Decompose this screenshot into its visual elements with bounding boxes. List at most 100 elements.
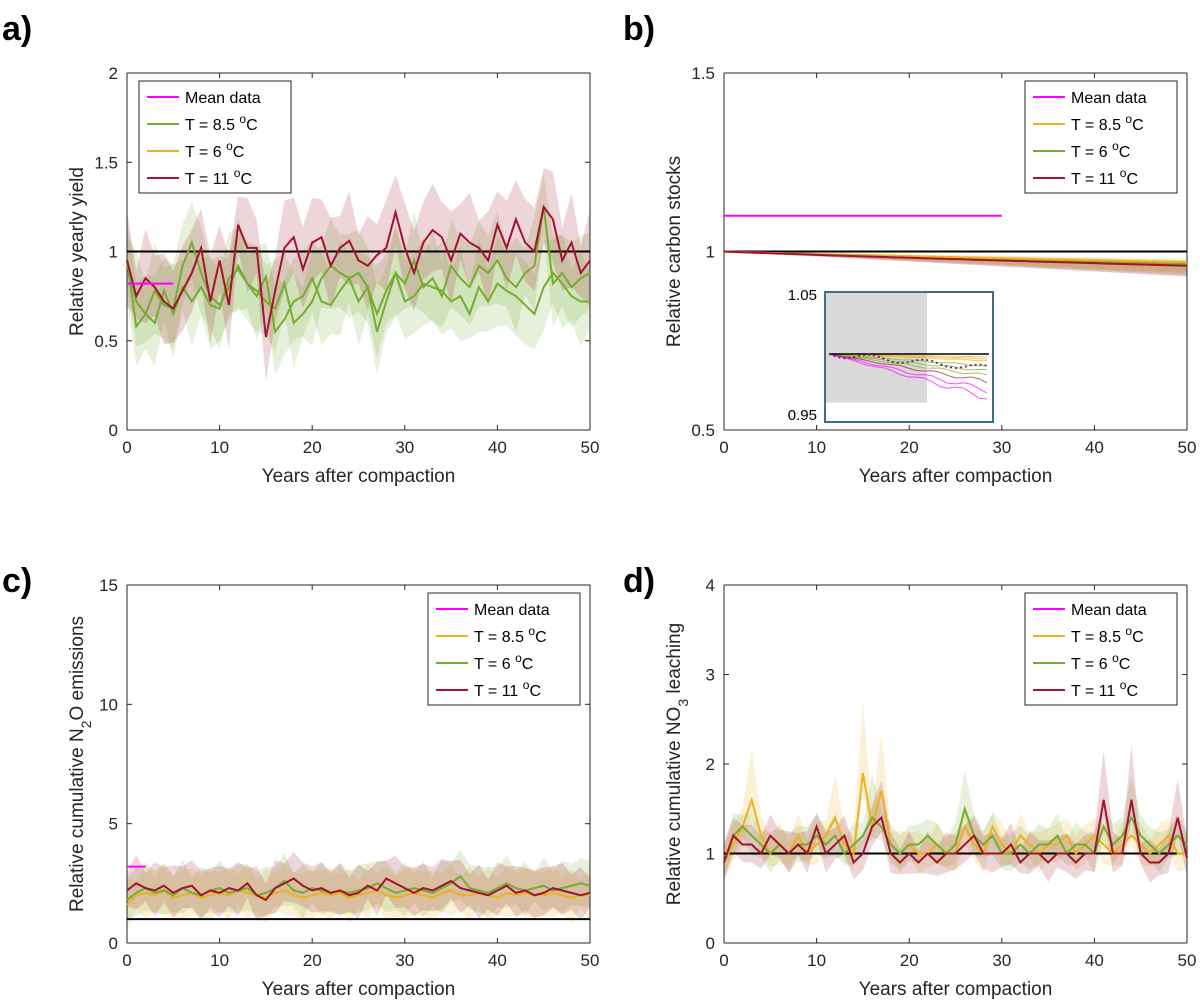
uncertainty-band (724, 251, 1187, 275)
x-tick-label: 50 (581, 438, 600, 457)
uncertainty-band (127, 862, 590, 931)
y-tick-label: 1.5 (94, 153, 118, 172)
x-tick-label: 30 (395, 951, 414, 970)
y-tick-label: 0.5 (691, 421, 715, 440)
legend-entry: T = 8.5 oC (1071, 624, 1144, 646)
x-tick-label: 40 (488, 438, 507, 457)
inset-dotted-line (828, 353, 988, 370)
x-tick-label: 10 (210, 438, 229, 457)
legend-text-part: C (1132, 629, 1144, 646)
legend-text-part: T = 8.5 (1071, 629, 1125, 646)
panel-3: c) 0 10 20 30 40 50 0 5 10 15 Years after compactio… (2, 562, 599, 1000)
legend-text-part: C (1119, 656, 1131, 673)
legend-text-part: C (1126, 171, 1138, 188)
legend-text-part: T = 8.5 (185, 117, 239, 134)
legend-text-part: C (233, 144, 245, 161)
legend-entry: T = 6 oC (474, 651, 533, 673)
series-line-t11 (126, 204, 591, 338)
legend-entry: T = 8.5 oC (1071, 112, 1144, 134)
x-tick-label: 0 (122, 951, 131, 970)
panel-letter: b) (623, 10, 655, 48)
inset: 1.05 0.95 (788, 287, 994, 424)
series-line-t11 (723, 250, 1188, 267)
x-tick-label: 50 (1178, 438, 1197, 457)
x-tick-label: 30 (395, 438, 414, 457)
x-tick-label: 50 (1178, 951, 1197, 970)
legend-text-part: T = 11 (1071, 683, 1120, 700)
series-line-t85 (126, 889, 590, 906)
series-line-t6 (126, 239, 590, 335)
legend-text-part: T = 6 (1071, 656, 1112, 673)
uncertainty-band (127, 168, 590, 382)
y-tick-label: 0 (109, 934, 118, 953)
legend-entry: T = 6 oC (1071, 651, 1130, 673)
y-tick-label: 1 (706, 845, 715, 864)
legend-entry: T = 11 oC (1071, 166, 1138, 188)
x-tick-label: 0 (122, 438, 131, 457)
x-tick-label: 20 (900, 438, 919, 457)
legend-superscript: o (1125, 112, 1132, 126)
y-tick-label: 4 (706, 576, 715, 595)
legend-text-part: T = 6 (185, 144, 226, 161)
legend-text-part: C (535, 629, 547, 646)
legend-entry: T = 8.5 oC (185, 112, 258, 134)
legend-entry: T = 6 oC (185, 139, 244, 161)
x-tick-label: 0 (719, 951, 728, 970)
legend-box (1024, 80, 1178, 194)
y-label-subscript: 3 (675, 699, 691, 707)
x-axis-label: Years after compaction (262, 979, 456, 1000)
y-tick-label: 1.5 (691, 64, 715, 83)
x-axis-label: Years after compaction (859, 979, 1053, 1000)
legend-superscript: o (1120, 678, 1127, 692)
legend-text-part: C (522, 656, 534, 673)
y-tick-label: 0 (109, 421, 118, 440)
uncertainty-band (724, 745, 1187, 883)
legend-superscript: o (523, 678, 530, 692)
legend-entry: Mean data (474, 602, 550, 619)
inset-line (828, 353, 988, 400)
legend-text-part: T = 11 (474, 683, 523, 700)
legend-superscript: o (1112, 139, 1119, 153)
y-tick-label: 1 (109, 243, 118, 262)
y-tick-label: 15 (99, 576, 118, 595)
x-tick-label: 40 (1085, 951, 1104, 970)
legend-text-part: T = 11 (1071, 171, 1120, 188)
legend-superscript: o (226, 139, 233, 153)
y-label-part: Relative cumulative NO (664, 707, 685, 906)
y-label-part: O emissions (67, 616, 88, 721)
legend-text-part: T = 8.5 (474, 629, 528, 646)
legend-superscript: o (239, 112, 246, 126)
y-axis-label: Relative cumulative N2O emissions (67, 616, 94, 912)
legend-superscript: o (528, 624, 535, 638)
inset-line (828, 353, 988, 394)
inset-line (828, 353, 988, 362)
x-axis-label: Years after compaction (859, 466, 1053, 487)
legend-entry: T = 6 oC (1071, 139, 1130, 161)
uncertainty-band (127, 849, 590, 922)
uncertainty-band (724, 704, 1187, 879)
inset-ymax-label: 1.05 (788, 287, 817, 304)
legend-entry: Mean data (1071, 602, 1147, 619)
legend-box (427, 592, 581, 706)
x-tick-label: 0 (719, 438, 728, 457)
legend-text-part: T = 8.5 (1071, 117, 1125, 134)
legend-text-part: T = 6 (474, 656, 515, 673)
x-tick-label: 30 (992, 951, 1011, 970)
legend-entry: Mean data (185, 90, 261, 107)
inset-border (824, 291, 994, 423)
y-tick-label: 2 (706, 755, 715, 774)
series-line-t11 (723, 799, 1188, 865)
legend-text-part: C (240, 171, 252, 188)
legend-superscript: o (1112, 651, 1119, 665)
legend-superscript: o (234, 166, 241, 180)
legend-entry: T = 11 oC (1071, 678, 1138, 700)
legend-superscript: o (1125, 624, 1132, 638)
y-label-part: leaching (664, 623, 685, 699)
y-tick-label: 0 (706, 934, 715, 953)
legend-superscript: o (515, 651, 522, 665)
x-tick-label: 20 (303, 951, 322, 970)
legend-text-part: C (529, 683, 541, 700)
y-tick-label: 10 (99, 695, 118, 714)
inset-shade (825, 292, 927, 403)
legend-text-part: T = 6 (1071, 144, 1112, 161)
